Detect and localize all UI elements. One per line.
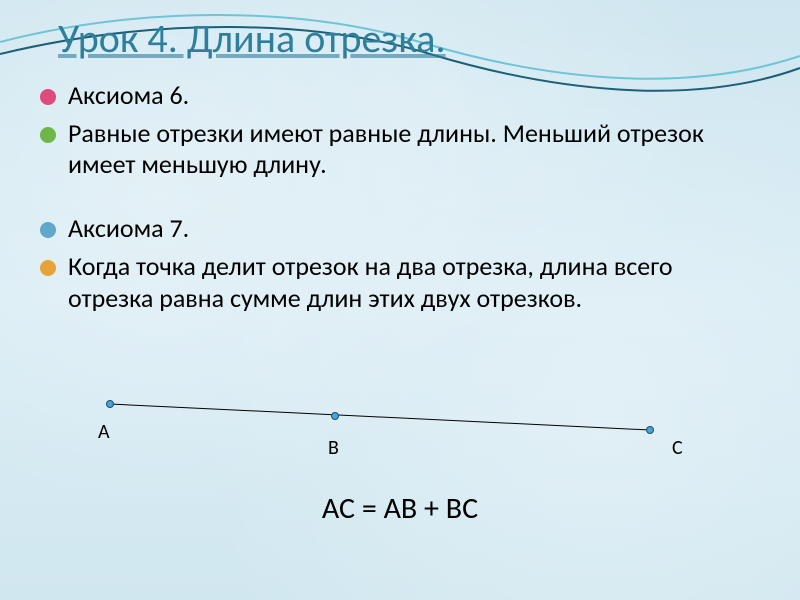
bullet-item: Аксиома 6. [40, 80, 760, 112]
bullet-icon [40, 222, 56, 238]
bullet-text: Аксиома 7. [68, 213, 760, 245]
formula: AC = AB + BC [0, 490, 800, 527]
point-label: A [98, 420, 110, 444]
bullet-text: Аксиома 6. [68, 80, 760, 112]
segment-diagram: ABC [90, 370, 710, 450]
slide-title: Урок 4. Длина отрезка. [58, 14, 446, 63]
slide-body: Аксиома 6. Равные отрезки имеют равные дл… [40, 80, 760, 320]
bullet-text: Когда точка делит отрезок на два отрезка… [68, 251, 760, 314]
bullet-icon [40, 260, 56, 276]
bullet-icon [40, 89, 56, 105]
bullet-text: Равные отрезки имеют равные длины. Меньш… [68, 118, 760, 181]
bullet-item: Аксиома 7. [40, 213, 760, 245]
point-label: C [672, 436, 683, 460]
point-label: B [328, 436, 339, 460]
bullet-item: Равные отрезки имеют равные длины. Меньш… [40, 118, 760, 181]
bullet-item: Когда точка делит отрезок на два отрезка… [40, 251, 760, 314]
bullet-icon [40, 127, 56, 143]
slide: Урок 4. Длина отрезка. Аксиома 6. Равные … [0, 0, 800, 600]
